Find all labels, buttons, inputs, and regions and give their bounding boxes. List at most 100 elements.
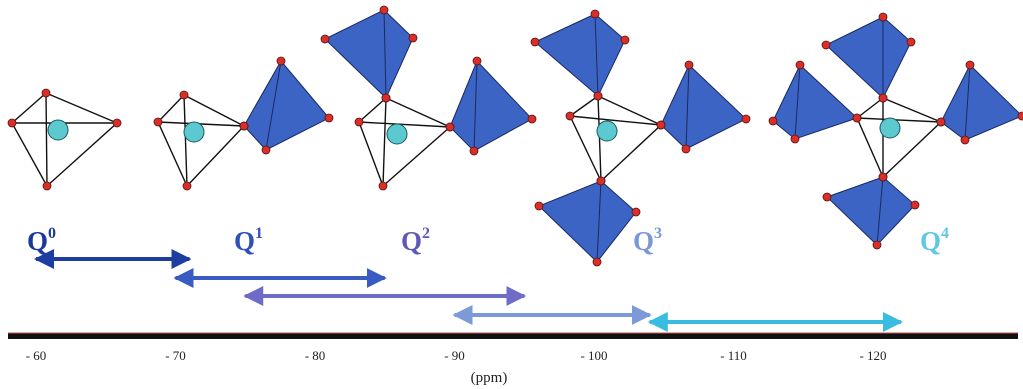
- oxygen-atom: [179, 90, 189, 100]
- tetrahedron-edge: [882, 97, 942, 123]
- tetrahedron-face: [660, 64, 747, 150]
- oxygen-atom: [1017, 111, 1023, 121]
- tetrahedron-face: [243, 60, 330, 151]
- tetrahedron-face: [826, 176, 916, 246]
- oxygen-atom: [590, 9, 600, 19]
- tetrahedron-edge: [882, 121, 942, 178]
- tetrahedron-edge: [183, 94, 188, 187]
- q4-label: Q4: [920, 225, 949, 256]
- tetrahedron-edge: [358, 121, 384, 187]
- tetrahedron-edge: [685, 64, 690, 150]
- tetrahedron-edge: [157, 94, 185, 123]
- oxygen-atom: [182, 181, 192, 191]
- oxygen-atom: [936, 117, 946, 127]
- oxygen-atom: [354, 117, 364, 127]
- tetrahedron-edge: [45, 92, 118, 124]
- oxygen-atom: [965, 60, 975, 70]
- tick-label: - 90: [444, 348, 465, 363]
- oxygen-atom: [906, 37, 916, 47]
- oxygen-atom: [261, 145, 271, 155]
- tetrahedron-edge: [157, 121, 188, 187]
- tick-label: - 100: [580, 348, 607, 363]
- oxygen-atom: [592, 257, 602, 267]
- tick-label: - 110: [720, 348, 747, 363]
- oxygen-atom: [741, 114, 751, 124]
- tick-label: - 60: [26, 348, 47, 363]
- oxygen-atom: [112, 118, 122, 128]
- tetrahedron-edge: [597, 95, 662, 126]
- oxygen-atom: [565, 111, 575, 121]
- oxygen-atom: [324, 113, 334, 123]
- silicon-atom: [879, 117, 901, 139]
- tetrahedron-edge: [11, 122, 48, 187]
- tetrahedron-edge: [183, 94, 245, 127]
- tetrahedron-edge: [594, 13, 599, 97]
- oxygen-atom: [684, 60, 694, 70]
- oxygen-atom: [852, 113, 862, 123]
- ppm-axis: - 60 - 70 - 80 - 90 - 100 - 110 - 120 (ppm): [8, 332, 1018, 386]
- tick-label: - 120: [859, 348, 886, 363]
- silicon-atom: [183, 121, 205, 143]
- tetrahedron-face: [772, 64, 858, 140]
- oxygen-atom: [527, 114, 537, 124]
- tetrahedron-edge: [382, 126, 451, 187]
- tetrahedron-edge: [157, 121, 245, 127]
- oxygen-atom: [7, 118, 17, 128]
- tetrahedron-edge: [186, 125, 245, 187]
- q1-label: Q1: [234, 225, 263, 256]
- silicon-atom: [596, 120, 618, 142]
- tetrahedron-edge: [45, 92, 48, 187]
- tetrahedron-edge: [358, 121, 451, 128]
- oxygen-atom: [631, 207, 641, 217]
- oxygen-atom: [768, 116, 778, 126]
- tetrahedron-edge: [569, 115, 602, 182]
- tetrahedron-edge: [358, 97, 387, 123]
- tetrahedron-edge: [569, 115, 662, 126]
- oxygen-atom: [790, 134, 800, 144]
- oxygen-atom: [153, 117, 163, 127]
- oxygen-atom: [822, 192, 832, 202]
- oxygen-atom: [878, 172, 888, 182]
- q3-label: Q3: [633, 225, 662, 256]
- tetrahedron-edge: [265, 60, 282, 151]
- tetrahedra-structures: [7, 5, 1023, 267]
- oxygen-atom: [910, 200, 920, 210]
- oxygen-atom: [42, 181, 52, 191]
- species-labels: Q0 Q1 Q2 Q3 Q4: [27, 225, 949, 256]
- tetrahedron-edge: [794, 64, 801, 140]
- tetrahedron-edge: [383, 9, 387, 99]
- oxygen-atom: [878, 93, 888, 103]
- oxygen-atom: [795, 60, 805, 70]
- tetrahedron-edge: [876, 176, 884, 246]
- tetrahedron-edge: [600, 124, 662, 182]
- tetrahedron-face: [324, 9, 414, 99]
- tetrahedron-edge: [11, 92, 47, 124]
- tetrahedron-edge: [473, 60, 478, 152]
- tick-label: - 80: [305, 348, 326, 363]
- oxygen-atom: [620, 35, 630, 45]
- tetrahedron-face: [534, 13, 626, 97]
- oxygen-atom: [960, 135, 970, 145]
- oxygen-atom: [445, 122, 455, 132]
- oxygen-atom: [239, 121, 249, 131]
- oxygen-atom: [472, 56, 482, 66]
- oxygen-atom: [593, 91, 603, 101]
- tetrahedron-edge: [382, 97, 387, 187]
- axis-line: [8, 333, 1018, 339]
- oxygen-atom: [276, 56, 286, 66]
- chemical-shift-ranges: [34, 249, 903, 332]
- oxygen-atom: [378, 181, 388, 191]
- oxygen-atom: [469, 146, 479, 156]
- tetrahedron-edge: [597, 95, 602, 182]
- oxygen-atom: [408, 33, 418, 43]
- oxygen-atom: [41, 88, 51, 98]
- oxygen-atom: [596, 176, 606, 186]
- oxygen-atom: [656, 120, 666, 130]
- tetrahedron-edge: [46, 122, 118, 187]
- tetrahedron-face: [449, 60, 533, 152]
- oxygen-atom: [681, 144, 691, 154]
- oxygen-atom: [878, 12, 888, 22]
- oxygen-atom: [381, 93, 391, 103]
- tetrahedron-edge: [856, 97, 884, 119]
